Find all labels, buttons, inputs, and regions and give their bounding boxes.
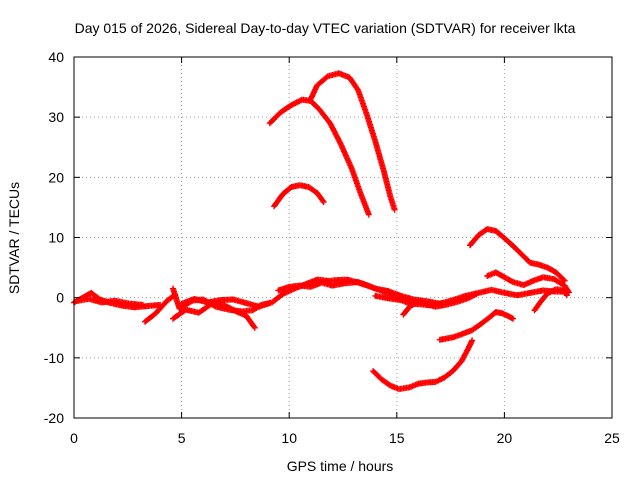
series-track-13 — [271, 182, 327, 210]
y-tick-label: 0 — [56, 290, 64, 306]
y-axis-label: SDTVAR / TECUs — [6, 182, 22, 294]
series-track-6 — [178, 295, 273, 310]
series-track-10 — [400, 299, 420, 318]
series-track-2 — [75, 295, 146, 308]
data-point — [510, 315, 516, 322]
data-point — [439, 300, 445, 307]
ticks: 0 5 10 15 20 25 -20 -10 0 10 20 30 40 — [44, 49, 620, 446]
data-point — [365, 211, 372, 218]
y-tick-label: 40 — [48, 49, 64, 65]
x-tick-label: 0 — [70, 430, 78, 446]
series-track-5 — [170, 300, 258, 331]
data-point — [413, 299, 420, 306]
data-point — [320, 199, 327, 205]
y-tick-label: 30 — [48, 109, 64, 125]
series-track-14 — [467, 226, 568, 284]
chart-title: Day 015 of 2026, Sidereal Day-to-day VTE… — [75, 20, 576, 36]
data-point — [473, 291, 480, 298]
y-tick-label: 10 — [48, 230, 64, 246]
series-track-15 — [484, 269, 572, 296]
data-series — [71, 70, 572, 393]
y-tick-label: 20 — [48, 169, 64, 185]
x-tick-label: 10 — [281, 430, 297, 446]
x-axis-label: GPS time / hours — [287, 458, 394, 474]
x-tick-label: 15 — [389, 430, 405, 446]
data-point — [266, 300, 273, 307]
data-point — [251, 324, 258, 331]
data-point — [469, 337, 476, 344]
x-tick-label: 25 — [604, 430, 620, 446]
y-tick-label: -20 — [44, 410, 64, 426]
series-track-16 — [436, 309, 516, 343]
series-track-18 — [531, 286, 570, 314]
series-track-11 — [266, 96, 372, 218]
data-point — [563, 292, 570, 299]
x-tick-label: 20 — [497, 430, 513, 446]
series-track-12 — [307, 70, 398, 213]
grid — [74, 57, 612, 418]
data-point — [391, 206, 398, 213]
series-track-3 — [142, 291, 179, 325]
data-point — [139, 301, 146, 308]
y-tick-label: -10 — [44, 350, 64, 366]
x-tick-label: 5 — [178, 430, 186, 446]
series-track-17 — [370, 337, 476, 393]
